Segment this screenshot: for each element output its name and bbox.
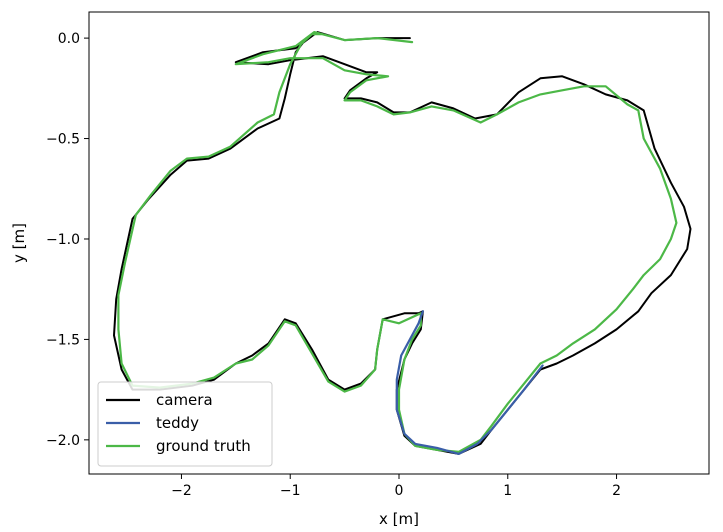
series-teddy xyxy=(395,310,544,455)
series-camera xyxy=(113,31,692,455)
legend-box xyxy=(97,381,273,467)
legend-label-camera: camera xyxy=(156,391,213,409)
y-tick-label: 0.0 xyxy=(58,31,80,47)
x-tick-label: 1 xyxy=(503,483,512,499)
x-axis-label: x [m] xyxy=(379,510,419,528)
legend-label-teddy: teddy xyxy=(156,414,199,432)
legend: camera teddy ground truth xyxy=(97,381,273,467)
y-axis-ticks: 0.0 −0.5 −1.0 −1.5 −2.0 xyxy=(46,31,89,449)
series-layer xyxy=(113,30,692,455)
y-axis-label: y [m] xyxy=(10,223,28,263)
y-tick-label: −2.0 xyxy=(46,433,80,449)
x-tick-label: 0 xyxy=(395,483,404,499)
x-tick-label: −2 xyxy=(171,483,192,499)
series-ground-truth xyxy=(117,30,678,453)
y-tick-label: −0.5 xyxy=(46,132,80,148)
x-tick-label: 2 xyxy=(612,483,621,499)
legend-label-ground-truth: ground truth xyxy=(156,437,251,455)
y-tick-label: −1.5 xyxy=(46,332,80,348)
x-axis-ticks: −2 −1 0 1 2 xyxy=(171,474,621,499)
x-tick-label: −1 xyxy=(280,483,301,499)
y-tick-label: −1.0 xyxy=(46,232,80,248)
